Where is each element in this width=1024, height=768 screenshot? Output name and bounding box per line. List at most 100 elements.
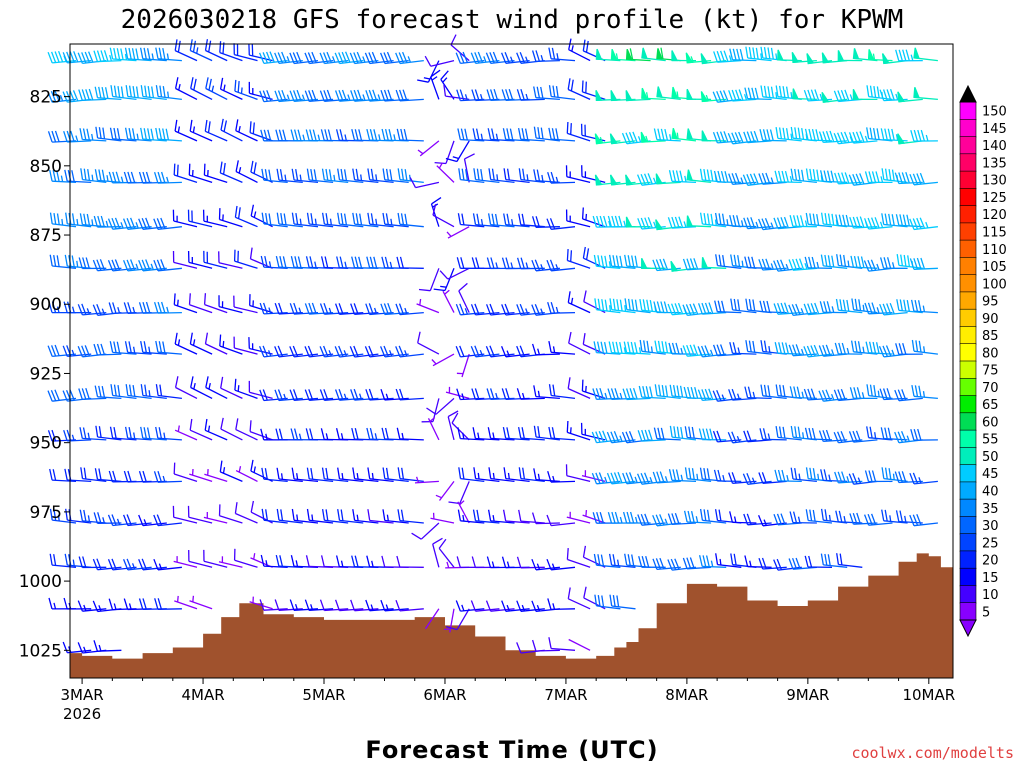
barb-feather	[825, 344, 831, 356]
wind-barb	[395, 51, 424, 65]
wind-barb	[805, 509, 833, 524]
barb-shaft	[582, 390, 606, 400]
barb-feather	[395, 346, 401, 358]
barb-feather	[472, 509, 477, 521]
barb-feather	[689, 258, 695, 270]
barb-feather	[608, 553, 613, 566]
barb-feather	[367, 467, 371, 479]
barb-feather	[747, 256, 752, 268]
barb-shaft	[551, 267, 576, 272]
barb-feather	[122, 514, 129, 526]
barb-half-feather	[429, 416, 436, 422]
barb-shaft	[551, 566, 576, 571]
barb-half-feather	[624, 305, 627, 312]
barb-shaft	[762, 267, 787, 271]
barb-feather	[368, 388, 374, 401]
wind-barb	[471, 257, 500, 270]
wind-barb	[304, 389, 334, 401]
barb-feather	[869, 127, 873, 140]
barb-half-feather	[763, 519, 767, 526]
barb-shaft	[157, 437, 182, 441]
barb-half-feather	[442, 77, 448, 83]
barb-feather	[712, 344, 719, 356]
barb-feather	[844, 172, 850, 184]
barb-feather	[151, 86, 155, 98]
barb-feather	[380, 89, 386, 102]
barb-feather	[269, 51, 275, 63]
barb-shaft	[399, 139, 424, 142]
barb-half-feather	[736, 435, 741, 443]
barb-feather	[760, 85, 764, 97]
barb-shaft	[717, 439, 742, 443]
barb-half-feather	[298, 307, 302, 314]
barb-shaft	[354, 311, 379, 316]
barb-half-feather	[495, 262, 499, 269]
barb-feather	[720, 170, 725, 183]
barb-feather	[916, 514, 922, 526]
barb-feather	[773, 513, 779, 526]
barb-feather	[120, 86, 124, 98]
barb-feather	[855, 430, 862, 442]
barb-feather	[120, 48, 124, 60]
colorbar-label: 95	[982, 295, 999, 310]
barb-feather	[761, 557, 767, 569]
barb-shaft	[868, 311, 893, 315]
barb-feather	[319, 346, 326, 358]
barb-feather	[688, 467, 692, 480]
barb-feather	[506, 213, 510, 226]
barb-feather	[234, 502, 238, 514]
barb-shaft	[67, 140, 92, 143]
barb-shaft	[112, 437, 137, 441]
barb-half-feather	[817, 473, 820, 480]
wind-barb	[760, 85, 787, 101]
barb-feather	[366, 256, 371, 268]
barb-feather	[234, 205, 238, 218]
barb-feather	[657, 340, 662, 353]
barb-feather	[461, 168, 465, 181]
wind-barb	[451, 412, 470, 441]
barb-shaft	[97, 59, 122, 63]
wind-barb	[455, 303, 485, 316]
barb-shaft	[596, 351, 621, 355]
barb-feather	[789, 386, 794, 398]
barb-half-feather	[166, 53, 170, 60]
barb-feather	[762, 129, 767, 141]
barb-feather	[582, 246, 586, 259]
barb-shaft	[656, 566, 681, 571]
barb-feather	[815, 129, 820, 141]
wind-barb	[140, 85, 167, 101]
barb-shaft	[157, 480, 182, 483]
barb-feather	[78, 257, 83, 269]
barb-half-feather	[385, 393, 389, 400]
wind-barb	[502, 128, 530, 142]
barb-shaft	[520, 477, 545, 483]
barb-feather	[827, 213, 831, 225]
barb-feather	[276, 467, 280, 480]
barb-feather	[275, 129, 280, 141]
barb-shaft	[898, 309, 923, 314]
barb-shaft	[717, 264, 742, 269]
barb-feather	[570, 79, 574, 92]
barb-shaft	[671, 479, 697, 483]
barb-feather	[763, 340, 767, 352]
barb-feather	[824, 213, 828, 225]
barb-feather	[104, 87, 109, 99]
barb-feather	[644, 217, 650, 229]
barb-feather	[867, 513, 873, 526]
wind-barb	[835, 298, 863, 314]
wind-barb	[774, 170, 802, 184]
barb-feather	[785, 342, 789, 354]
barb-feather	[744, 256, 749, 268]
barb-feather	[621, 431, 628, 443]
wind-barb	[62, 641, 92, 654]
barb-shaft	[205, 49, 228, 62]
barb-shaft	[808, 519, 833, 524]
wind-barb	[472, 427, 500, 441]
barb-feather	[506, 427, 510, 439]
wind-barb	[728, 472, 757, 484]
wind-barb	[382, 509, 409, 524]
barb-feather	[728, 389, 734, 401]
barb-feather	[894, 471, 900, 483]
wind-barb	[566, 420, 591, 441]
barb-feather	[144, 384, 148, 396]
